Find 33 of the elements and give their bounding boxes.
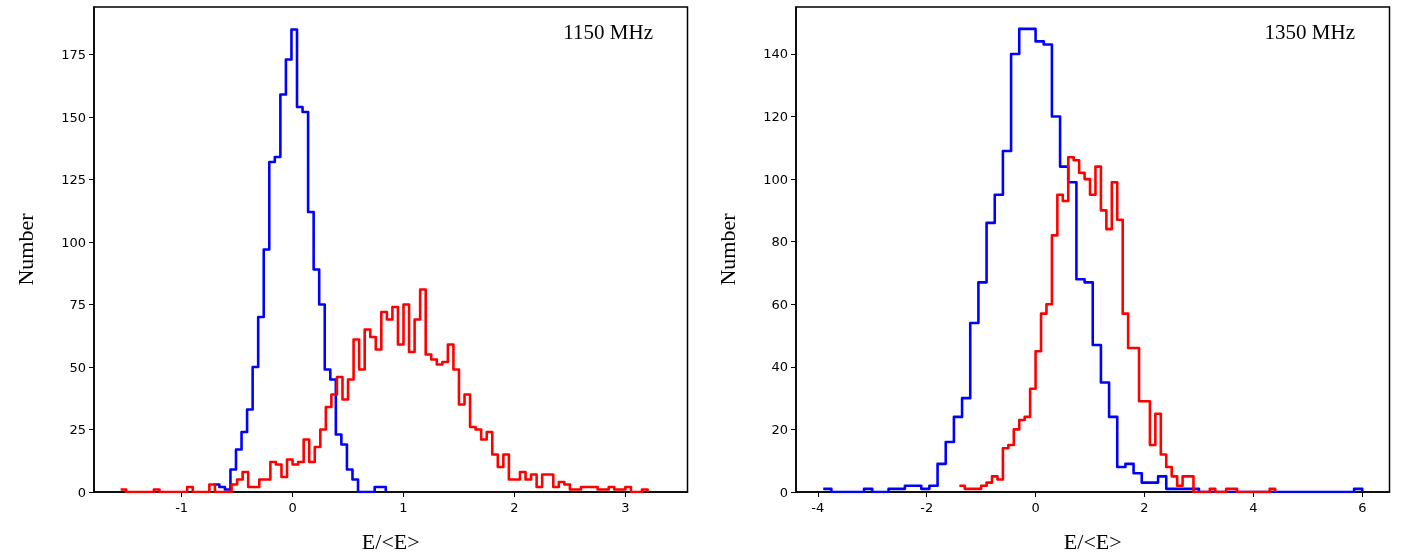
x-tick-label: 1 [399, 500, 408, 515]
y-tick-label: 120 [762, 109, 788, 125]
x-tick-label: 2 [510, 500, 519, 515]
x-tick-label: -1 [175, 500, 189, 515]
x-tick-label: 3 [621, 500, 630, 515]
y-axis-title: Number [12, 212, 38, 286]
y-tick-label: 125 [61, 172, 86, 187]
y-tick-label: 0 [77, 484, 86, 500]
text: 1350 MHz [1264, 19, 1355, 44]
y-tick-label: 25 [69, 422, 86, 437]
x-tick-label: -2 [919, 500, 933, 515]
x-tick-label: 4 [1248, 500, 1258, 515]
x-tick-label: 2 [1139, 500, 1149, 515]
text: 1150 MHz [563, 19, 654, 44]
y-tick-label: 75 [69, 297, 86, 312]
y-tick-label: 100 [762, 171, 788, 187]
y-tick-label: 20 [770, 421, 788, 437]
x-axis-title: E/<E> [361, 528, 420, 554]
y-tick-label: 50 [69, 359, 86, 375]
x-tick-label: 6 [1357, 500, 1366, 515]
x-tick-label: 0 [1030, 500, 1040, 515]
y-tick-label: 175 [61, 47, 86, 62]
x-axis-title: E/<E> [1063, 528, 1122, 554]
y-tick-label: 40 [770, 359, 788, 375]
y-tick-label: 80 [770, 234, 788, 250]
y-axis-title: Number [714, 212, 739, 286]
y-tick-label: 100 [61, 234, 86, 250]
y-tick-label: 150 [61, 109, 86, 125]
y-tick-label: 140 [762, 46, 788, 62]
x-tick-label: 0 [288, 500, 297, 515]
y-tick-label: 0 [779, 484, 788, 500]
y-tick-label: 60 [770, 296, 788, 312]
x-tick-label: -4 [810, 500, 824, 515]
